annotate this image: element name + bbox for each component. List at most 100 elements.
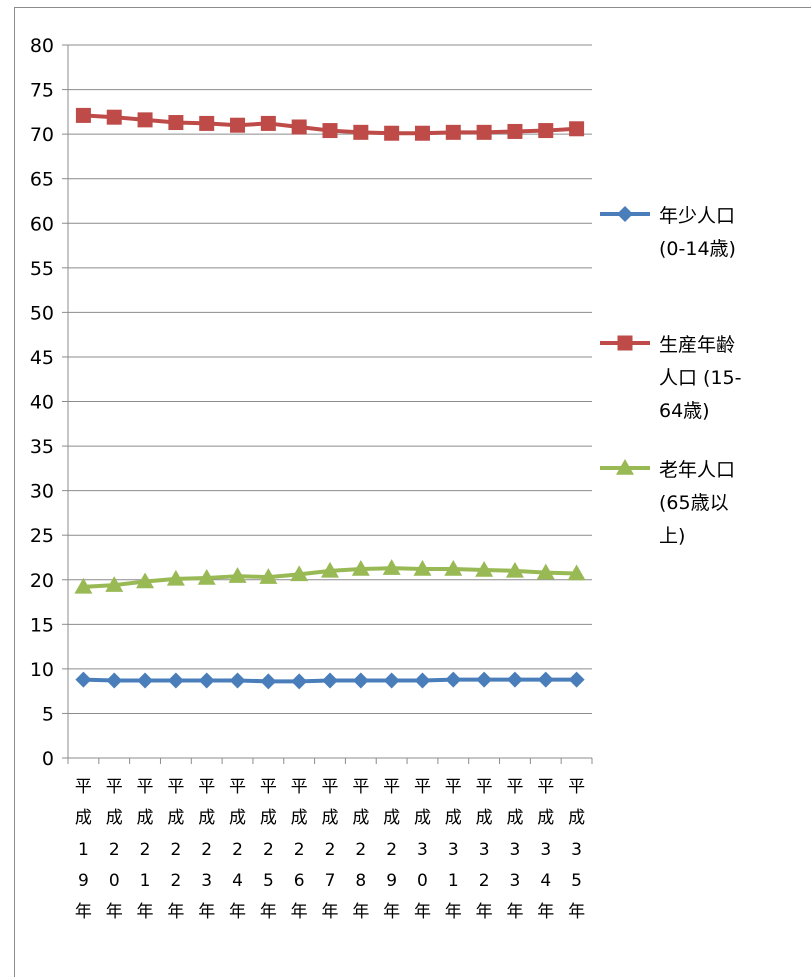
y-tick-label: 75: [30, 80, 54, 102]
x-tick-char: 6: [294, 871, 305, 891]
x-tick-char: 成: [137, 808, 154, 828]
data-point: [229, 672, 246, 689]
x-tick-char: 成: [352, 808, 369, 828]
x-tick-char: 2: [294, 840, 305, 860]
legend-item: 年少人口 (0-14歳): [600, 205, 736, 260]
x-tick-char: 3: [510, 871, 521, 891]
legend-label: 人口 (15-: [659, 367, 742, 389]
data-point: [199, 115, 215, 131]
x-tick-char: 成: [383, 808, 400, 828]
data-point: [617, 335, 633, 351]
data-point: [384, 125, 400, 141]
x-tick-label: 平成 3 4 年: [537, 777, 554, 922]
legend-label: 生産年齢: [659, 334, 735, 356]
data-point: [75, 671, 92, 688]
x-tick-char: 平: [476, 777, 493, 797]
x-tick-char: 2: [201, 840, 212, 860]
data-point: [537, 671, 554, 688]
x-tick-label: 平成 3 3 年: [506, 777, 523, 922]
data-point: [106, 672, 123, 689]
data-point: [166, 569, 185, 586]
y-tick-label: 30: [30, 481, 54, 503]
x-tick-label: 平成 2 7 年: [322, 777, 339, 922]
x-tick-char: 年: [75, 902, 92, 922]
x-tick-char: 2: [263, 840, 274, 860]
x-tick-char: 年: [167, 902, 184, 922]
x-tick-char: 3: [417, 840, 428, 860]
x-tick-char: 0: [417, 871, 428, 891]
x-tick-char: 2: [170, 871, 181, 891]
legend-label: 64歳): [659, 400, 710, 422]
data-point: [106, 109, 122, 125]
data-point: [414, 672, 431, 689]
y-tick-label: 10: [30, 659, 54, 681]
x-tick-char: 平: [414, 777, 431, 797]
data-point: [568, 671, 585, 688]
data-point: [617, 206, 633, 222]
data-point: [75, 107, 91, 123]
x-tick-char: 平: [137, 777, 154, 797]
data-point: [567, 564, 586, 581]
x-tick-char: 平: [352, 777, 369, 797]
x-tick-char: 4: [232, 871, 243, 891]
series-points: [75, 107, 585, 141]
x-tick-char: 年: [506, 902, 523, 922]
x-tick-char: 成: [322, 808, 339, 828]
x-tick-char: 成: [167, 808, 184, 828]
x-tick-label: 平成 2 6 年: [291, 777, 308, 922]
y-tick-label: 65: [30, 169, 54, 191]
x-tick-char: 1: [140, 871, 151, 891]
x-tick-char: 平: [106, 777, 123, 797]
legend-label: (0-14歳): [659, 238, 736, 260]
x-tick-char: 成: [260, 808, 277, 828]
data-point: [74, 577, 93, 594]
series-points: [75, 671, 585, 690]
x-tick-char: 4: [540, 871, 551, 891]
x-tick-label: 平成 2 3 年: [198, 777, 215, 922]
x-tick-char: 平: [229, 777, 246, 797]
y-tick-label: 5: [42, 703, 54, 725]
y-tick-label: 40: [30, 392, 54, 414]
y-tick-label: 20: [30, 570, 54, 592]
chart-frame: [14, 7, 811, 977]
x-tick-char: 7: [325, 871, 336, 891]
x-tick-char: 3: [571, 840, 582, 860]
x-tick-label: 平成 2 8 年: [352, 777, 369, 922]
x-tick-char: 平: [322, 777, 339, 797]
x-tick-char: 3: [448, 840, 459, 860]
y-tick-label: 35: [30, 436, 54, 458]
x-tick-label: 平成 3 0 年: [414, 777, 431, 922]
data-point: [352, 672, 369, 689]
data-point: [569, 121, 585, 137]
data-point: [105, 576, 124, 592]
x-tick-label: 平成 3 1 年: [445, 777, 462, 922]
x-tick-label: 平成 3 5 年: [568, 777, 585, 922]
data-point: [322, 672, 338, 689]
x-tick-label: 平成 2 9 年: [383, 777, 400, 922]
data-point: [137, 672, 154, 689]
x-tick-char: 平: [537, 777, 554, 797]
legend-label: 年少人口: [659, 205, 735, 227]
x-tick-char: 平: [198, 777, 215, 797]
data-point: [476, 671, 493, 688]
x-tick-char: 9: [78, 871, 89, 891]
x-tick-char: 2: [232, 840, 243, 860]
y-tick-label: 80: [30, 35, 54, 57]
data-point: [445, 124, 461, 140]
data-point: [168, 115, 184, 131]
data-point: [198, 672, 215, 689]
x-tick-char: 2: [325, 840, 336, 860]
data-point: [291, 119, 307, 135]
series-points: [74, 559, 586, 594]
data-point: [444, 560, 463, 576]
x-tick-char: 8: [355, 871, 366, 891]
x-tick-char: 5: [263, 871, 274, 891]
x-tick-char: 平: [291, 777, 308, 797]
x-tick-char: 年: [229, 902, 246, 922]
data-point: [228, 567, 247, 583]
data-point: [260, 673, 277, 690]
y-tick-label: 60: [30, 213, 54, 235]
x-tick-label: 平成 2 1 年: [137, 777, 154, 922]
